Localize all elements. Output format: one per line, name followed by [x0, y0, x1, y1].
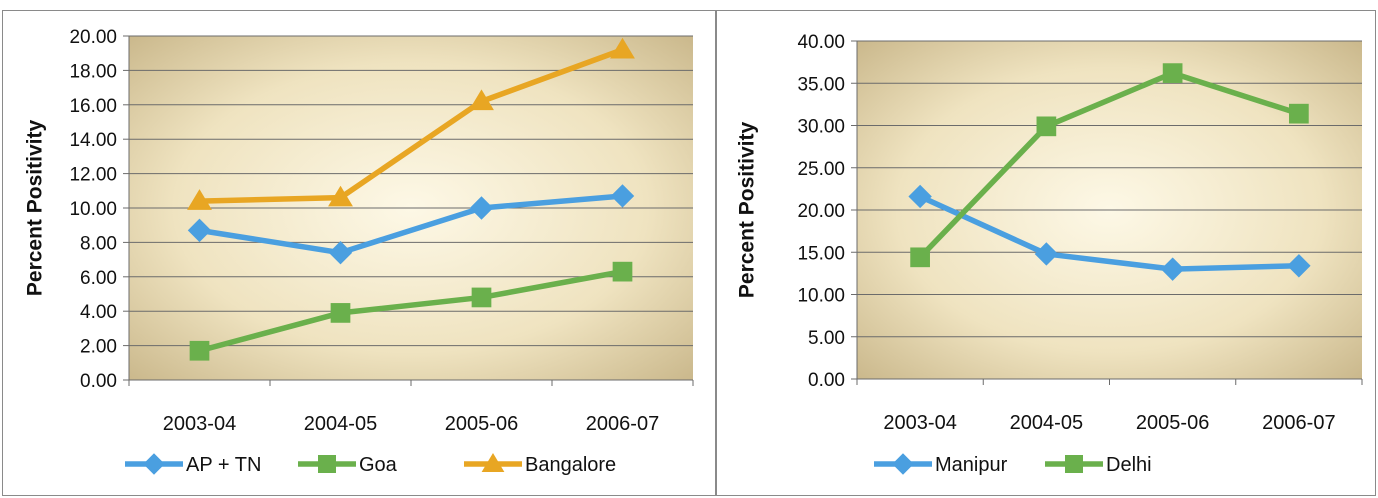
- y-tick-label: 10.00: [797, 286, 845, 307]
- legend-item-goa: Goa: [298, 454, 398, 476]
- series-manipur: [908, 184, 1311, 281]
- data-point-bangalore: [610, 37, 635, 59]
- x-tick-label: 2004-05: [304, 413, 377, 435]
- series-delhi: [910, 63, 1309, 268]
- x-tick-label: 2003-04: [163, 413, 236, 435]
- data-point-manipur: [1160, 257, 1185, 281]
- legend-marker: [892, 453, 914, 475]
- series-bangalore: [187, 37, 635, 210]
- legend-label: Bangalore: [525, 454, 616, 476]
- line-chart-right: 0.00 5.00 10.00 15.00 20.00 25.00 30.00 35.00 40…: [736, 32, 1363, 476]
- series-line-delhi: [918, 70, 1300, 260]
- data-point-manipur: [908, 184, 932, 209]
- data-point-ap-tn: [187, 218, 212, 243]
- y-tick-label: 10.00: [69, 199, 117, 220]
- y-tick-label: 2.00: [80, 337, 117, 358]
- y-tick-label: 0.00: [80, 371, 117, 392]
- data-point-goa: [189, 340, 210, 361]
- x-tick-label: 2005-06: [445, 413, 518, 435]
- legend-label: Delhi: [1106, 454, 1152, 476]
- legend-label: Goa: [359, 454, 398, 476]
- legend: Manipur Delhi: [874, 453, 1152, 476]
- legend-label: Manipur: [935, 454, 1008, 476]
- chart-panel-left: 0.00 2.00 4.00 6.00 8.00 10.00 12.00 14.00 16.00…: [2, 10, 716, 496]
- y-axis-label: Percent Positivity: [24, 120, 47, 297]
- data-point-bangalore: [469, 89, 494, 111]
- series-line-bangalore: [199, 47, 624, 204]
- data-point-ap-tn: [469, 196, 494, 220]
- x-tick-label: 2005-06: [1136, 412, 1209, 434]
- x-tick-label: 2003-04: [883, 412, 956, 434]
- x-tick-labels: 2003-04 2004-05 2005-06 2006-07: [883, 412, 1335, 434]
- series-goa: [189, 261, 633, 361]
- y-tick-label: 4.00: [80, 302, 117, 323]
- data-point-delhi: [1162, 63, 1183, 83]
- chart-panel-right: 0.00 5.00 10.00 15.00 20.00 25.00 30.00 35.00 40…: [716, 10, 1376, 496]
- y-tick-label: 40.00: [797, 32, 845, 53]
- y-tick-label: 30.00: [797, 117, 845, 138]
- y-tick-label: 16.00: [69, 96, 117, 117]
- data-point-delhi: [1036, 116, 1057, 137]
- legend-item-ap-tn: AP + TN: [125, 453, 261, 476]
- legend-marker: [1065, 455, 1083, 473]
- series-line-goa: [198, 268, 623, 354]
- legend-marker: [143, 453, 165, 475]
- x-tick-label: 2006-07: [1262, 412, 1335, 434]
- data-point-bangalore: [328, 185, 353, 207]
- data-point-bangalore: [187, 189, 212, 210]
- data-point-goa: [471, 287, 492, 308]
- legend-marker: [481, 453, 505, 472]
- y-tick-label: 5.00: [808, 328, 845, 349]
- data-point-delhi: [910, 247, 930, 268]
- x-tick-label: 2004-05: [1010, 412, 1083, 434]
- data-point-ap-tn: [328, 241, 353, 265]
- y-tick-label: 20.00: [69, 27, 117, 48]
- y-tick-label: 8.00: [80, 233, 117, 254]
- x-tick-label: 2006-07: [586, 413, 659, 435]
- legend-item-manipur: Manipur: [874, 453, 1008, 476]
- data-point-delhi: [1289, 103, 1309, 124]
- y-tick-label: 35.00: [797, 74, 845, 95]
- data-point-manipur: [1034, 242, 1059, 266]
- y-tick-label: 14.00: [69, 130, 117, 151]
- y-tick-label: 18.00: [69, 61, 117, 82]
- legend: AP + TN Goa Bangalore: [125, 453, 616, 476]
- data-point-goa: [612, 261, 633, 282]
- legend-marker: [318, 455, 336, 473]
- y-tick-label: 20.00: [797, 201, 845, 222]
- y-tick-labels: 0.00 5.00 10.00 15.00 20.00 25.00 30.00 35.00 40…: [797, 32, 845, 391]
- legend-item-delhi: Delhi: [1045, 454, 1152, 476]
- series-line-manipur: [918, 193, 1299, 272]
- y-tick-label: 0.00: [808, 370, 845, 391]
- y-tick-label: 12.00: [69, 165, 117, 186]
- series-ap-tn: [187, 184, 635, 265]
- y-tick-label: 25.00: [797, 159, 845, 180]
- y-tick-labels: 0.00 2.00 4.00 6.00 8.00 10.00 12.00 14.00 16.00…: [69, 27, 117, 392]
- data-point-goa: [330, 303, 351, 323]
- data-point-ap-tn: [610, 184, 635, 208]
- legend-item-bangalore: Bangalore: [464, 453, 616, 476]
- data-point-manipur: [1287, 254, 1311, 278]
- y-tick-label: 15.00: [797, 243, 845, 264]
- line-chart-left: 0.00 2.00 4.00 6.00 8.00 10.00 12.00 14.00 16.00…: [24, 27, 694, 476]
- series-line-ap-tn: [199, 193, 623, 256]
- x-tick-labels: 2003-04 2004-05 2005-06 2006-07: [163, 413, 659, 435]
- legend-label: AP + TN: [186, 454, 261, 476]
- y-tick-label: 6.00: [80, 268, 117, 289]
- y-axis-label: Percent Positivity: [736, 122, 759, 299]
